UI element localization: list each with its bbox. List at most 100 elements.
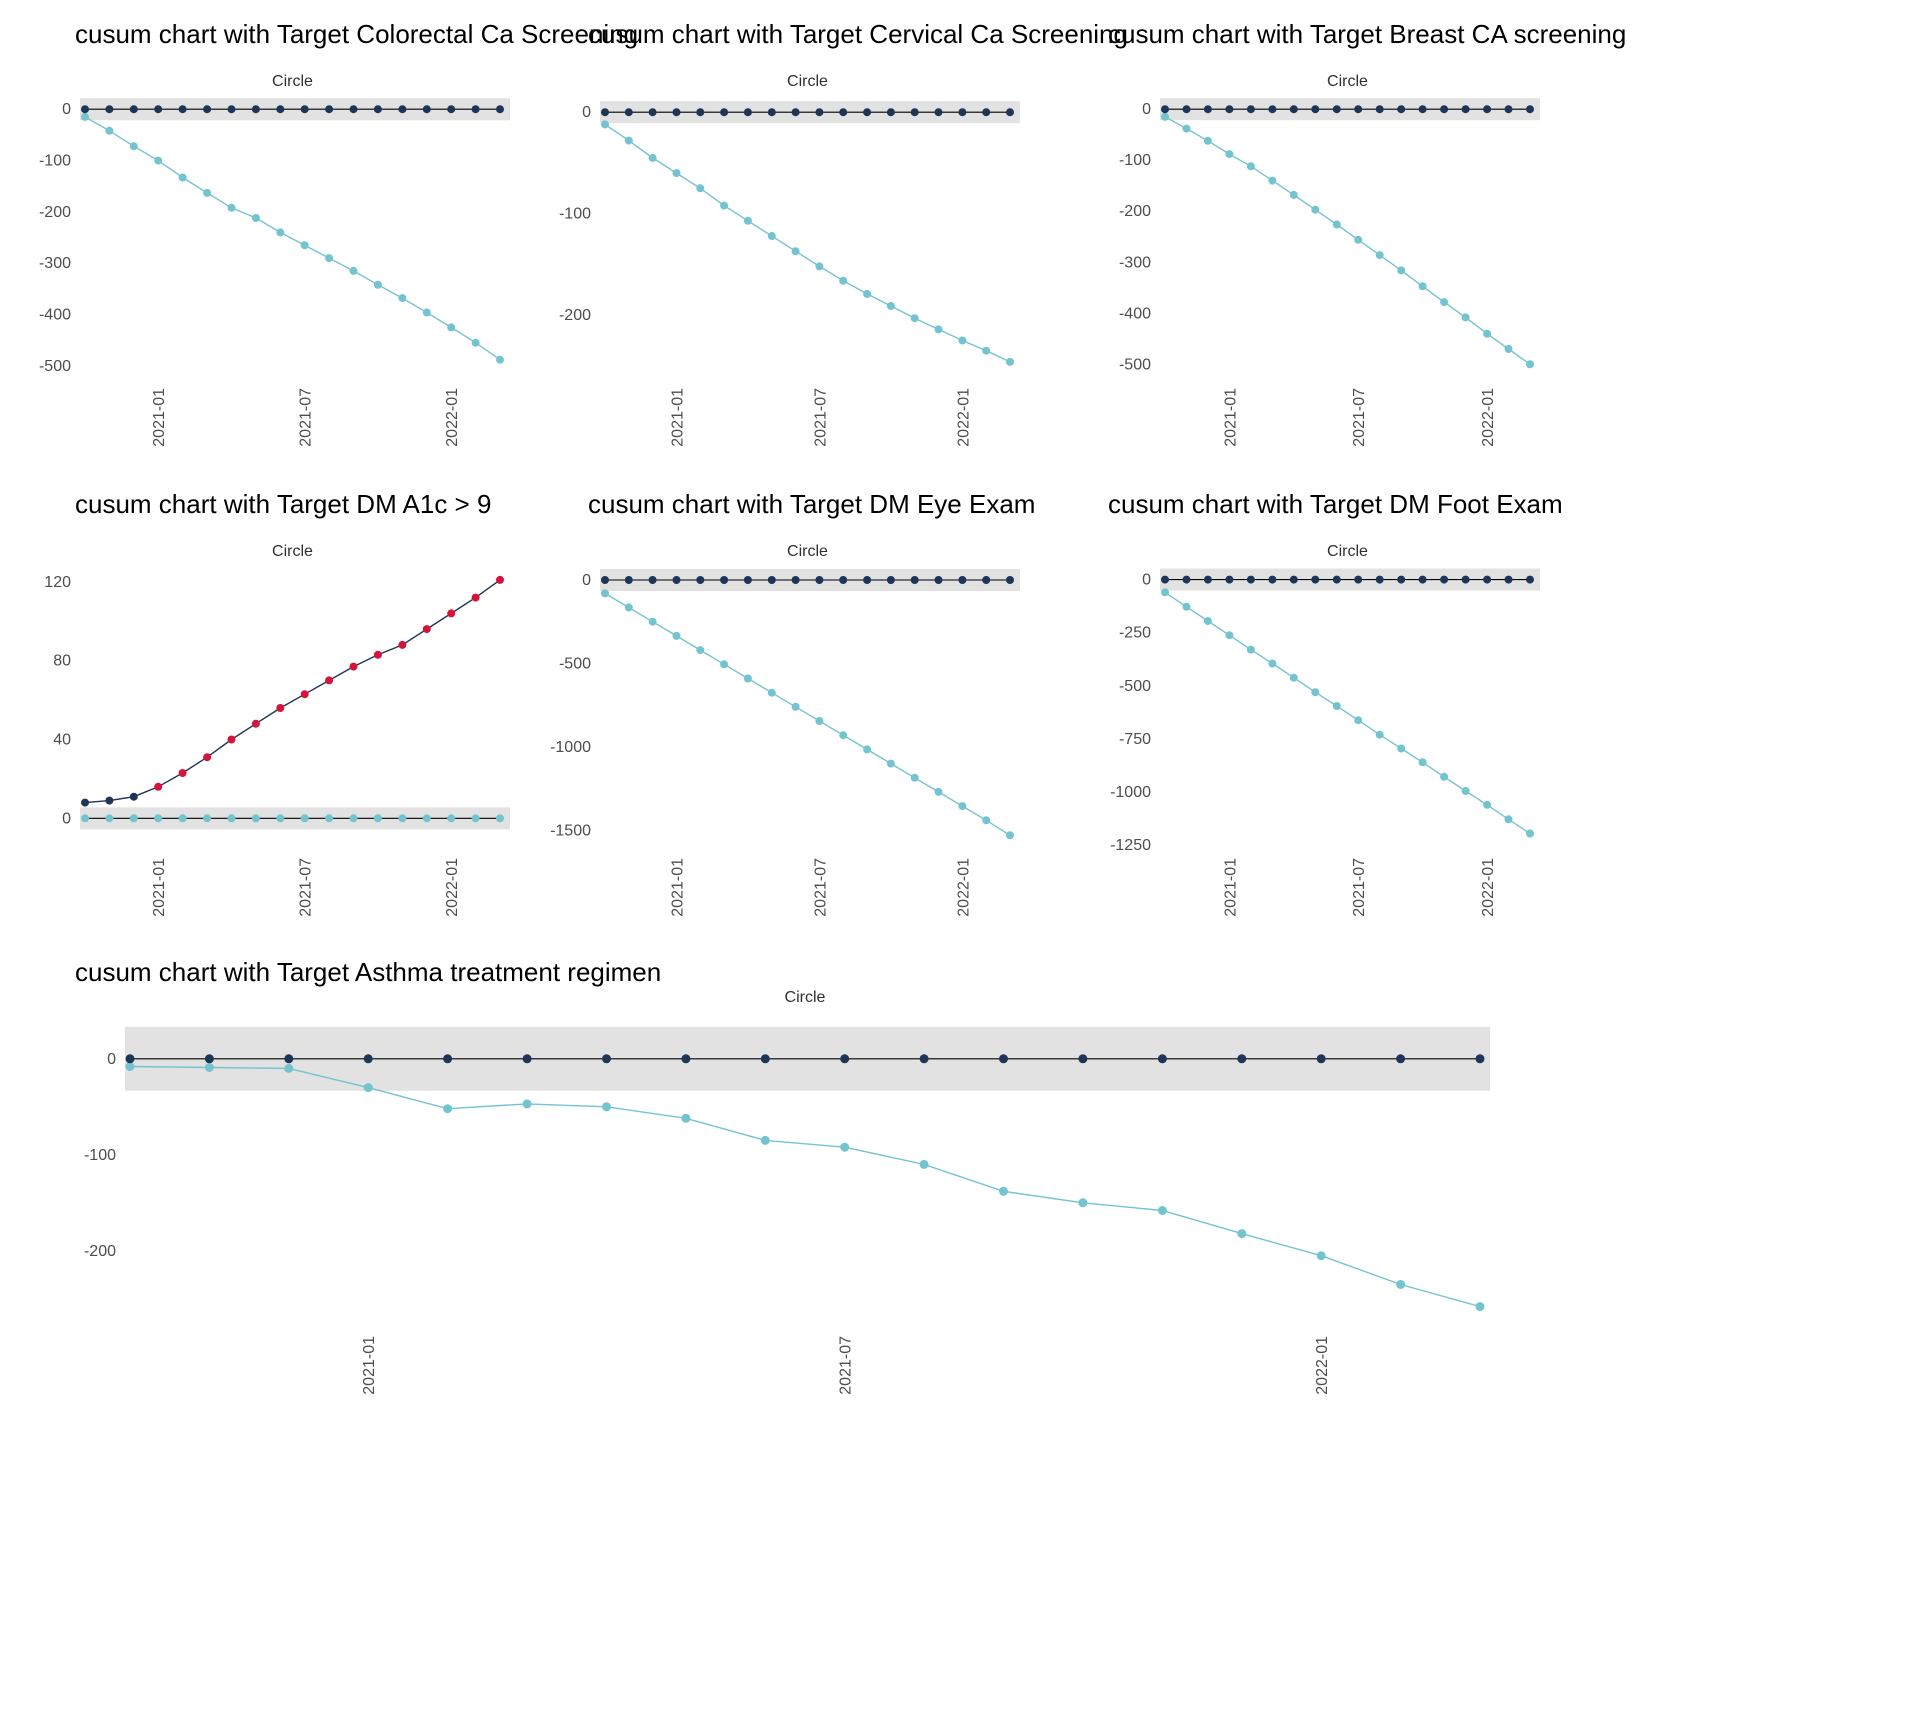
target-point [325,105,334,114]
target-point [129,814,138,823]
target-point [648,576,657,584]
observed-point [1316,1251,1326,1261]
y-tick-label: -100 [84,1147,116,1164]
y-tick-label: -200 [1119,203,1151,220]
target-point [276,105,285,114]
observed-point [624,136,633,145]
target-point [447,814,456,823]
observed-point [349,662,358,671]
observed-point [1354,716,1363,725]
observed-point [1504,345,1513,353]
y-tick-label: -100 [559,206,591,223]
target-point [276,814,285,823]
target-point [681,1054,691,1064]
target-point [743,108,752,117]
target-point [1161,105,1169,114]
observed-line [604,123,1011,363]
x-tick-label: 2021-01 [1222,858,1239,917]
target-point [203,814,212,823]
target-point [496,814,504,823]
target-point [1006,108,1014,117]
y-tick-label: -200 [559,307,591,324]
observed-point [696,184,705,193]
target-point [1268,105,1277,114]
target-point [1203,105,1212,114]
target-point [178,105,187,114]
observed-point [443,1104,453,1114]
target-point [602,1054,611,1064]
y-tick-label: -1000 [1110,784,1151,801]
target-point [251,105,260,114]
observed-point [325,676,334,685]
target-point [398,814,407,823]
target-point [1006,576,1014,584]
target-point [1504,105,1513,114]
observed-point [422,625,431,634]
observed-point [1157,1206,1167,1215]
target-point [624,108,633,117]
observed-point [204,1063,214,1072]
observed-point [81,798,89,807]
observed-point [681,1113,691,1123]
observed-point [958,802,967,811]
target-point [1182,575,1191,584]
target-point [1246,105,1255,114]
target-point [1157,1054,1167,1064]
target-point [154,814,163,823]
target-point [1461,105,1470,114]
y-tick-label: -1250 [1110,837,1151,854]
observed-point [398,640,407,649]
observed-point [178,769,187,777]
y-tick-label: 120 [44,574,71,591]
facet-label: Circle [272,543,313,560]
target-point [1289,575,1298,584]
observed-point [696,646,705,655]
target-point [696,576,705,584]
target-point [840,1054,850,1064]
observed-point [1006,357,1014,366]
target-point [919,1054,929,1064]
observed-point [791,702,800,711]
target-point [1354,105,1363,114]
target-point [349,814,358,823]
target-point [791,576,800,584]
chart-title-breast: cusum chart with Target Breast CA screen… [1108,19,1627,49]
observed-point [227,735,236,744]
observed-point [81,112,89,121]
target-point [760,1054,770,1064]
chart-breast-ca-screening: cusum chart with Target Breast CA screen… [1080,0,1920,470]
target-point [767,576,776,584]
observed-point [471,338,480,347]
target-point [934,576,943,584]
y-tick-label: -400 [1119,305,1151,322]
observed-point [1332,220,1341,229]
x-tick-label: 2022-01 [1480,388,1497,447]
observed-point [1006,831,1014,840]
observed-point [1418,758,1427,767]
target-point [1225,105,1234,114]
target-point [1311,575,1320,584]
observed-point [1375,251,1384,260]
target-point [1483,105,1492,114]
observed-point [1078,1198,1088,1208]
target-point [1332,105,1341,114]
y-tick-label: -500 [1119,356,1151,373]
observed-point [1483,800,1492,809]
x-tick-label: 2022-01 [955,858,972,917]
x-tick-label: 2021-01 [151,858,168,917]
observed-point [815,262,824,271]
observed-point [1182,602,1191,611]
observed-point [522,1099,532,1109]
target-point [81,105,89,114]
y-tick-label: 0 [107,1051,116,1068]
target-point [815,108,824,117]
target-point [325,814,334,823]
target-point [447,105,456,114]
observed-point [1225,631,1234,640]
observed-point [648,617,657,626]
y-tick-label: -500 [559,655,591,672]
chart-plot-breast: Circle 0 -100 -200 -300 -400 -500 2021-01 2021-0… [1119,73,1540,447]
target-point [496,105,504,114]
observed-point [602,1102,611,1112]
observed-point [1397,266,1406,275]
